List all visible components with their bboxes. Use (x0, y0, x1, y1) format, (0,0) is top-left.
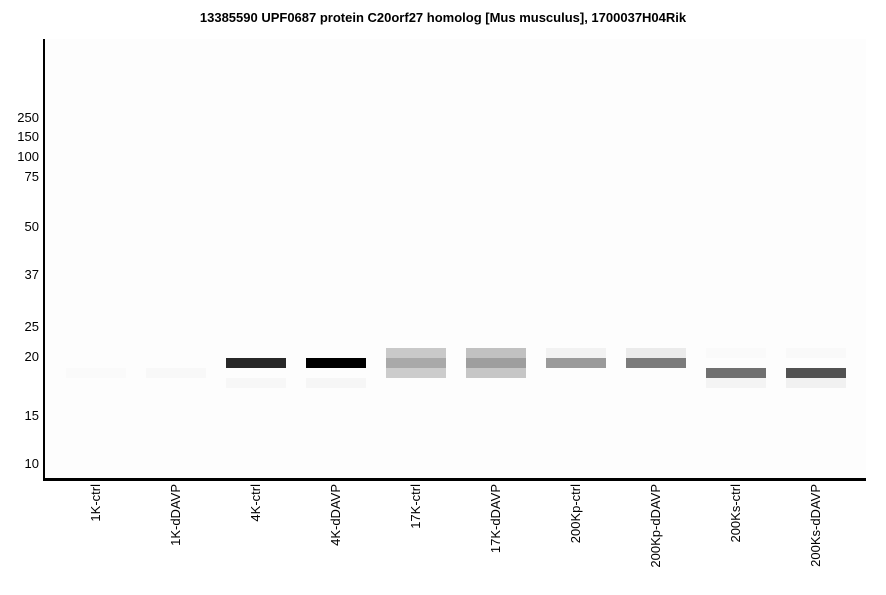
lane-label-1K-dDAVP: 1K-dDAVP (168, 484, 183, 546)
lane-label-200Ks-ctrl: 200Ks-ctrl (728, 484, 743, 543)
gel-band-200Ks-ctrl-0 (706, 348, 766, 358)
lane-label-17K-dDAVP: 17K-dDAVP (488, 484, 503, 554)
gel-band-17K-dDAVP-2 (466, 368, 526, 378)
gel-band-4K-dDAVP-1 (306, 378, 366, 388)
gel-band-200Kp-dDAVP-0 (626, 348, 686, 358)
gel-band-17K-dDAVP-0 (466, 348, 526, 358)
gel-band-4K-ctrl-0 (226, 358, 286, 368)
gel-band-1K-dDAVP-0 (146, 368, 206, 378)
lane-label-1K-ctrl: 1K-ctrl (88, 484, 103, 522)
y-tick-label-25: 25 (24, 319, 39, 334)
gel-band-200Ks-dDAVP-0 (786, 348, 846, 358)
y-tick-label-100: 100 (17, 149, 39, 164)
gel-band-200Ks-dDAVP-2 (786, 378, 846, 388)
y-tick-label-15: 15 (24, 408, 39, 423)
x-axis-line (43, 478, 866, 481)
lane-label-4K-ctrl: 4K-ctrl (248, 484, 263, 522)
gel-band-200Ks-ctrl-2 (706, 378, 766, 388)
lane-label-200Kp-dDAVP: 200Kp-dDAVP (648, 484, 663, 568)
y-tick-label-20: 20 (24, 349, 39, 364)
gel-band-17K-ctrl-2 (386, 368, 446, 378)
gel-band-4K-ctrl-1 (226, 378, 286, 388)
y-tick-label-250: 250 (17, 110, 39, 125)
gel-band-200Kp-ctrl-0 (546, 348, 606, 358)
gel-band-17K-dDAVP-1 (466, 358, 526, 368)
gel-band-200Ks-ctrl-1 (706, 368, 766, 378)
lane-label-17K-ctrl: 17K-ctrl (408, 484, 423, 529)
y-tick-label-50: 50 (24, 219, 39, 234)
lane-label-200Kp-ctrl: 200Kp-ctrl (568, 484, 583, 544)
gel-band-17K-ctrl-1 (386, 358, 446, 368)
lane-label-4K-dDAVP: 4K-dDAVP (328, 484, 343, 546)
gel-band-4K-dDAVP-0 (306, 358, 366, 368)
figure-title: 13385590 UPF0687 protein C20orf27 homolo… (199, 10, 687, 25)
gel-band-1K-ctrl-0 (66, 368, 126, 378)
lane-label-200Ks-dDAVP: 200Ks-dDAVP (808, 484, 823, 567)
y-tick-label-10: 10 (24, 456, 39, 471)
y-axis-line (43, 39, 45, 481)
plot-area (45, 39, 866, 478)
gel-band-17K-ctrl-0 (386, 348, 446, 358)
y-tick-label-75: 75 (24, 169, 39, 184)
gel-band-200Kp-dDAVP-1 (626, 358, 686, 368)
gel-band-200Kp-ctrl-1 (546, 358, 606, 368)
gel-band-200Ks-dDAVP-1 (786, 368, 846, 378)
y-tick-label-37: 37 (24, 267, 39, 282)
y-tick-label-150: 150 (17, 129, 39, 144)
